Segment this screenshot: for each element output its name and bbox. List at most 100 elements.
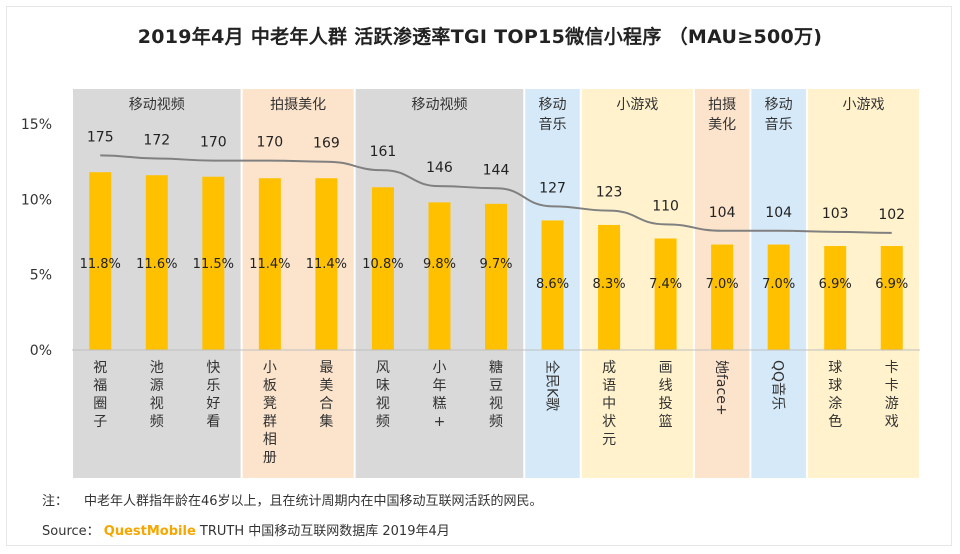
source-brand: QuestMobile bbox=[103, 524, 196, 539]
category-label-char: 凳 bbox=[263, 396, 277, 412]
group-label: 移动 bbox=[539, 97, 567, 113]
group-label: 移动视频 bbox=[411, 97, 467, 113]
group-label: 移动视频 bbox=[129, 97, 185, 113]
category-label-char: 板 bbox=[263, 378, 277, 394]
category-label-char: 视 bbox=[489, 396, 503, 412]
tgi-label: 102 bbox=[878, 207, 905, 223]
category-label-char: 最 bbox=[319, 360, 333, 376]
category-label-char: 戏 bbox=[885, 414, 899, 430]
footnote-label: 注： bbox=[42, 494, 69, 509]
group-label: 拍摄 bbox=[708, 97, 736, 113]
category-label: 全民K歌 bbox=[544, 360, 561, 411]
y-tick-label: 10% bbox=[21, 192, 52, 208]
category-label-char: 相 bbox=[263, 432, 277, 448]
tgi-label: 123 bbox=[596, 185, 623, 201]
category-label-char: 篮 bbox=[659, 414, 673, 430]
category-label-char: 看 bbox=[206, 414, 220, 430]
category-label-char: 圈 bbox=[93, 396, 107, 412]
tgi-label: 104 bbox=[765, 205, 792, 221]
bar bbox=[89, 172, 112, 350]
category-label-char: + bbox=[434, 414, 446, 430]
category-label-char: 球 bbox=[828, 360, 842, 376]
bar bbox=[202, 176, 225, 350]
tgi-line bbox=[100, 154, 892, 234]
category-label-char: 元 bbox=[602, 432, 616, 448]
category-label-char: 风 bbox=[376, 360, 390, 376]
tgi-label: 170 bbox=[200, 135, 227, 151]
group-label: 美化 bbox=[708, 117, 736, 133]
category-label-char: 卡 bbox=[885, 360, 899, 376]
bar bbox=[711, 244, 734, 350]
tgi-label: 146 bbox=[426, 160, 453, 176]
category-label-char: 视 bbox=[376, 396, 390, 412]
bar bbox=[598, 224, 621, 350]
bar bbox=[485, 203, 507, 350]
category-label-char: 源 bbox=[150, 378, 164, 394]
tgi-label: 169 bbox=[313, 136, 340, 152]
tgi-label: 104 bbox=[709, 205, 736, 221]
tgi-label: 161 bbox=[370, 144, 397, 160]
category-label-char: 色 bbox=[828, 413, 842, 430]
tgi-label: 127 bbox=[539, 180, 566, 196]
tgi-label: 103 bbox=[822, 206, 849, 222]
bar bbox=[315, 178, 338, 350]
source-text: TRUTH 中国移动互联网数据库 2019年4月 bbox=[199, 524, 450, 539]
category-label-char: 集 bbox=[319, 413, 333, 430]
bar-value-label: 6.9% bbox=[875, 277, 908, 292]
category-label-char: 频 bbox=[150, 414, 164, 430]
category-label-char: 投 bbox=[659, 396, 673, 412]
tgi-label: 144 bbox=[483, 162, 510, 178]
category-label: 她face+ bbox=[713, 360, 729, 416]
footnote-text: 中老年人群指年龄在46岁以上，且在统计周期内在中国移动互联网活跃的网民。 bbox=[84, 494, 543, 509]
tgi-label: 110 bbox=[652, 198, 679, 214]
bar-value-label: 6.9% bbox=[819, 277, 852, 292]
category-label-char: 语 bbox=[602, 378, 616, 394]
category-label-char: 球 bbox=[828, 378, 842, 394]
bar bbox=[541, 220, 564, 350]
bar-value-label: 10.8% bbox=[362, 257, 403, 272]
category-label-char: 豆 bbox=[489, 378, 503, 394]
bar-value-label: 9.7% bbox=[479, 257, 512, 272]
bar-value-label: 11.4% bbox=[306, 257, 347, 272]
bar bbox=[880, 246, 903, 350]
source-line: Source： QuestMobile TRUTH 中国移动互联网数据库 201… bbox=[42, 520, 450, 539]
y-tick-label: 5% bbox=[30, 268, 52, 284]
group-label: 小游戏 bbox=[616, 97, 658, 113]
bar-value-label: 11.8% bbox=[80, 257, 121, 272]
category-label-char: 味 bbox=[376, 378, 390, 394]
category-label-char: 子 bbox=[93, 414, 107, 430]
y-tick-label: 0% bbox=[30, 343, 52, 359]
tgi-label: 175 bbox=[87, 129, 114, 145]
category-label-char: 池 bbox=[150, 360, 164, 376]
category-label-char: 成 bbox=[602, 360, 616, 376]
group-label: 小游戏 bbox=[842, 97, 884, 113]
group-label: 音乐 bbox=[539, 116, 567, 133]
bar bbox=[145, 175, 168, 350]
category-label-char: 小 bbox=[263, 360, 277, 376]
category-label-char: 祝 bbox=[93, 360, 107, 376]
category-label-char: 册 bbox=[263, 450, 277, 466]
bar-value-label: 11.6% bbox=[136, 257, 177, 272]
category-label-char: 状 bbox=[602, 414, 616, 430]
source-label: Source： bbox=[42, 524, 100, 539]
group-label: 拍摄美化 bbox=[270, 97, 326, 113]
category-label-char: 中 bbox=[602, 396, 616, 412]
category-label-char: 涂 bbox=[828, 396, 842, 412]
bar bbox=[428, 202, 451, 350]
group-label: 音乐 bbox=[765, 116, 793, 133]
bar-value-label: 7.0% bbox=[706, 277, 739, 292]
category-label-char: 好 bbox=[206, 396, 220, 412]
bar-value-label: 9.8% bbox=[423, 257, 456, 272]
tgi-label: 172 bbox=[143, 133, 170, 149]
category-label-char: 卡 bbox=[885, 378, 899, 394]
bar-value-label: 11.4% bbox=[249, 257, 290, 272]
category-label-char: 小 bbox=[432, 360, 446, 376]
category-label-char: 合 bbox=[319, 396, 333, 412]
tgi-label: 170 bbox=[256, 135, 283, 151]
category-label-char: 线 bbox=[659, 378, 673, 394]
bar-value-label: 11.5% bbox=[193, 257, 234, 272]
category-label-char: 频 bbox=[489, 414, 503, 430]
category-label-char: 美 bbox=[319, 378, 333, 394]
category-label-char: 快 bbox=[206, 360, 220, 376]
